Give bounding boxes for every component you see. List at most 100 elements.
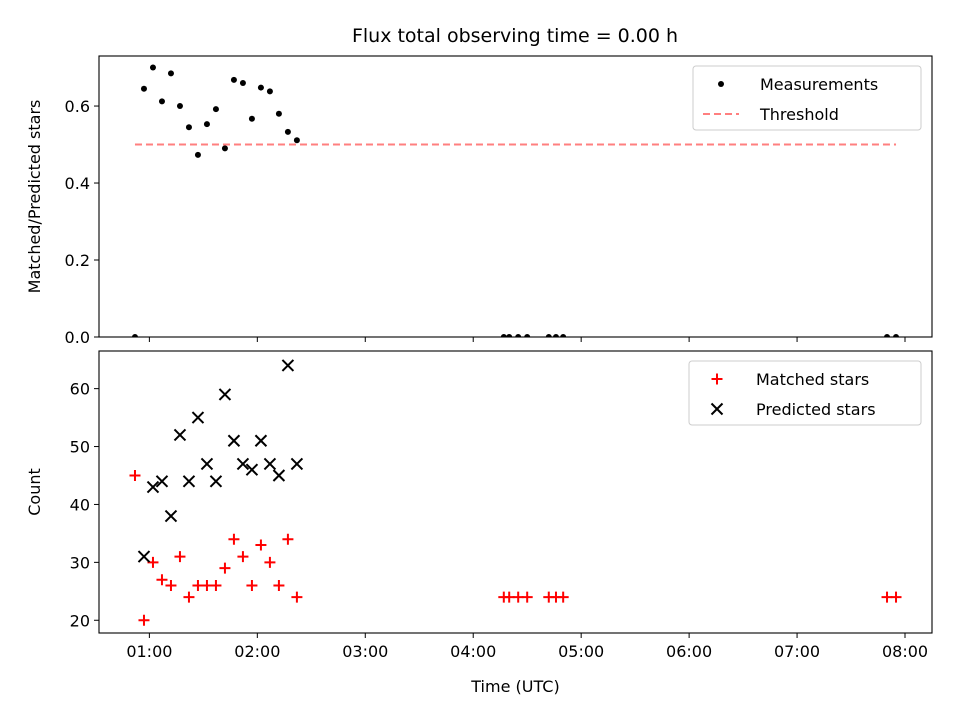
predicted-point <box>290 457 304 471</box>
matched-point <box>255 539 267 551</box>
y-tick-label: 40 <box>70 495 90 514</box>
matched-point <box>174 551 186 563</box>
top-panel: 0.0 0.2 0.4 0.6 Matched/Predicted stars Measu… <box>25 55 933 347</box>
predicted-point <box>200 457 214 471</box>
matched-point <box>282 533 294 545</box>
measurement-point <box>221 145 228 152</box>
y-tick-label: 30 <box>70 553 90 572</box>
matched-point <box>129 469 141 481</box>
predicted-point <box>227 434 241 447</box>
y-axis-label: Count <box>25 468 44 516</box>
measurement-point <box>500 334 507 337</box>
legend-label: Measurements <box>760 75 878 94</box>
measurement-point <box>884 334 891 337</box>
x-tick-label: 03:00 <box>342 642 388 661</box>
axes-frame <box>98 350 933 634</box>
measurement-point <box>194 151 201 158</box>
x-tick-label: 06:00 <box>666 642 712 661</box>
measurement-point <box>167 70 174 77</box>
matched-point <box>273 580 285 592</box>
matched-point <box>165 580 177 592</box>
measurement-point <box>176 103 183 110</box>
matched-point <box>138 614 150 626</box>
matched-point <box>183 591 195 603</box>
legend-label: Matched stars <box>756 370 869 389</box>
legend-label: Threshold <box>759 105 839 124</box>
matched-point <box>291 591 303 603</box>
legend-box <box>688 360 922 426</box>
legend-marker <box>718 81 724 87</box>
measurement-point <box>257 84 264 91</box>
measurement-point <box>230 76 237 83</box>
x-tick-label: 04:00 <box>450 642 496 661</box>
predicted-point <box>209 475 223 488</box>
matched-point <box>264 556 276 568</box>
measurement-point <box>524 334 531 337</box>
measurement-point <box>284 128 291 135</box>
measurement-point <box>185 124 192 131</box>
measurement-point <box>893 334 900 337</box>
bottom-panel: 20 30 40 50 60 01:00 02:00 03:00 04:00 05:00 06:00… <box>25 350 933 696</box>
legend-marker <box>711 373 723 385</box>
measurement-point <box>266 88 273 95</box>
measurement-point <box>203 121 210 128</box>
y-tick-label: 60 <box>70 380 90 399</box>
legend-marker <box>710 402 724 416</box>
predicted-point <box>236 457 250 471</box>
measurement-point <box>131 334 138 337</box>
predicted-point <box>218 388 232 401</box>
measurement-point <box>560 334 567 337</box>
x-tick-label: 01:00 <box>126 642 172 661</box>
predicted-point <box>281 359 295 372</box>
measurement-point <box>248 115 255 122</box>
measurement-point <box>212 106 219 113</box>
y-tick-label: 20 <box>70 611 90 630</box>
matched-point <box>156 574 168 586</box>
y-axis-label: Matched/Predicted stars <box>25 100 44 294</box>
y-tick-label: 0.0 <box>65 328 90 347</box>
predicted-point <box>263 457 277 471</box>
measurement-point <box>545 334 552 337</box>
x-tick-label: 05:00 <box>558 642 604 661</box>
predicted-point <box>182 475 196 488</box>
measurement-point <box>149 64 156 71</box>
x-tick-label: 08:00 <box>882 642 928 661</box>
predicted-point <box>191 411 205 424</box>
predicted-point <box>173 428 187 442</box>
predicted-point <box>146 480 160 494</box>
matched-point <box>228 533 240 545</box>
predicted-point <box>254 434 268 447</box>
y-tick-label: 0.4 <box>65 174 90 193</box>
matched-point <box>210 580 222 592</box>
legend-box <box>692 65 922 131</box>
matched-point <box>890 591 902 603</box>
predicted-point <box>164 509 178 523</box>
matched-point <box>246 580 258 592</box>
measurement-point <box>506 334 513 337</box>
measurement-point <box>293 137 300 144</box>
measurement-point <box>552 334 559 337</box>
legend: Measurements Threshold <box>692 65 922 131</box>
x-axis-label: Time (UTC) <box>470 677 559 696</box>
measurement-point <box>515 334 522 337</box>
predicted-point <box>245 463 259 476</box>
legend-label: Predicted stars <box>756 400 876 419</box>
predicted-point <box>137 550 151 563</box>
matched-point <box>557 591 569 603</box>
matched-point <box>147 556 159 568</box>
x-tick-label: 02:00 <box>234 642 280 661</box>
matched-point <box>237 551 249 563</box>
chart-title: Flux total observing time = 0.00 h <box>352 25 678 47</box>
measurement-point <box>158 98 165 105</box>
y-tick-label: 0.6 <box>65 97 90 116</box>
matched-point <box>219 562 231 574</box>
y-tick-label: 0.2 <box>65 251 90 270</box>
y-tick-label: 50 <box>70 438 90 457</box>
measurement-point <box>140 85 147 92</box>
legend: Matched stars Predicted stars <box>688 360 922 426</box>
matched-point <box>521 591 533 603</box>
predicted-point <box>155 475 169 488</box>
x-tick-label: 07:00 <box>774 642 820 661</box>
predicted-point <box>272 469 286 482</box>
